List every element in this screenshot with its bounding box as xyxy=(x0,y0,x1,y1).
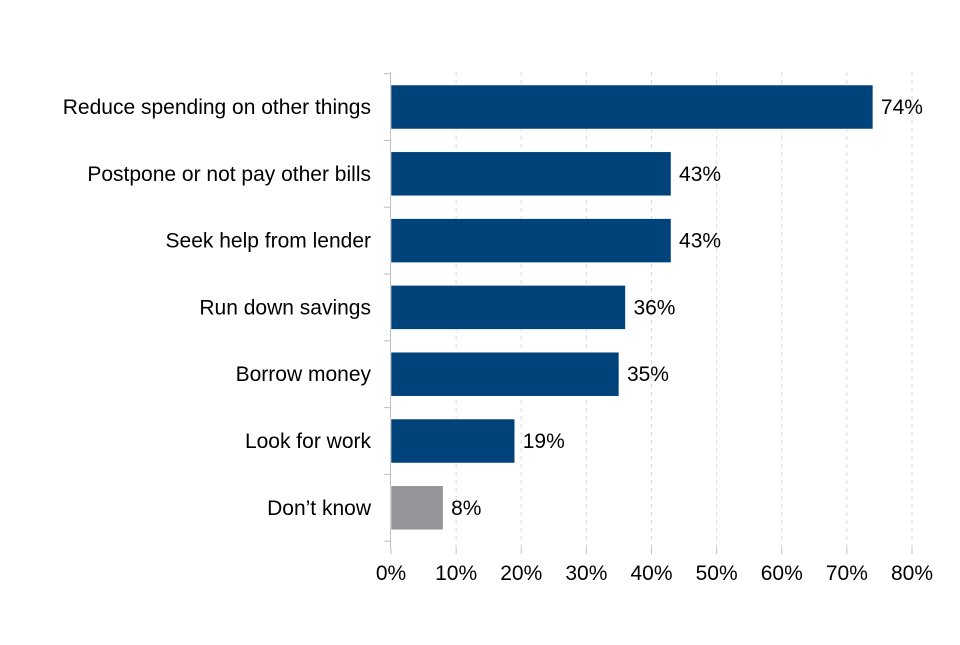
value-label: 43% xyxy=(679,230,721,253)
value-label: 36% xyxy=(633,296,675,319)
bar xyxy=(390,151,672,197)
value-label: 43% xyxy=(679,163,721,186)
bars xyxy=(390,84,874,531)
category-label: Borrow money xyxy=(236,363,372,386)
value-label: 74% xyxy=(881,96,923,119)
category-label: Postpone or not pay other bills xyxy=(87,163,371,186)
x-tick-label: 10% xyxy=(435,562,477,585)
x-tick-label: 70% xyxy=(826,562,868,585)
bar xyxy=(390,418,515,464)
x-tick-label: 30% xyxy=(565,562,607,585)
category-label: Look for work xyxy=(245,430,372,453)
x-tick-labels: 0% 10% 20% 30% 40% 50% 60% 70% 80% xyxy=(376,562,933,585)
bar xyxy=(390,351,620,397)
x-tick-label: 60% xyxy=(761,562,803,585)
axes xyxy=(384,72,913,554)
value-label: 19% xyxy=(523,430,565,453)
x-tick-label: 0% xyxy=(376,562,406,585)
category-label: Seek help from lender xyxy=(166,230,371,253)
value-label: 8% xyxy=(451,497,481,520)
category-label: Run down savings xyxy=(199,296,371,319)
bar xyxy=(390,485,444,531)
category-labels: Reduce spending on other things Postpone … xyxy=(63,96,372,520)
bar xyxy=(390,285,626,330)
x-tick-label: 20% xyxy=(500,562,542,585)
bar xyxy=(390,84,874,130)
value-label: 35% xyxy=(627,363,669,386)
category-label: Reduce spending on other things xyxy=(63,96,371,119)
category-label: Don’t know xyxy=(267,497,372,520)
x-tick-label: 80% xyxy=(891,562,933,585)
x-tick-label: 50% xyxy=(696,562,738,585)
bar xyxy=(390,218,672,263)
x-tick-label: 40% xyxy=(630,562,672,585)
value-labels: 74% 43% 43% 36% 35% 19% 8% xyxy=(451,96,923,520)
